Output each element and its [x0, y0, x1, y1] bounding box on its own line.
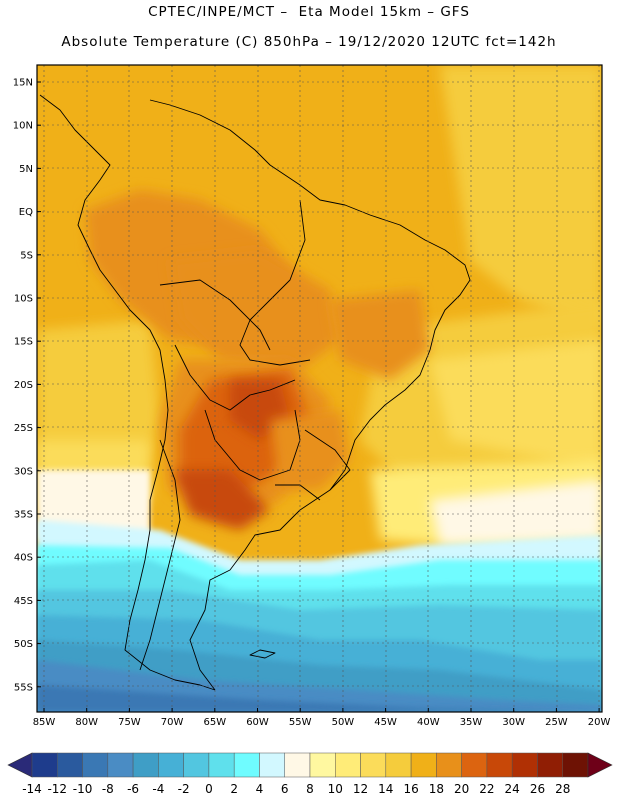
lat-label: 50S: [14, 639, 33, 650]
map-subtitle: Absolute Temperature (C) 850hPa – 19/12/…: [61, 34, 557, 50]
colorbar-swatch: [511, 752, 538, 778]
temperature-field: [37, 65, 602, 712]
colorbar-label: 4: [256, 782, 264, 796]
lat-label: 15S: [14, 337, 33, 348]
longitude-labels: 85W 80W 75W 70W 65W 60W 55W 50W 45W 40W 35W 30W 25W 2…: [33, 708, 611, 728]
colorbar-swatch: [158, 752, 184, 778]
lat-label: 10S: [14, 294, 33, 305]
graticule: [37, 65, 602, 712]
colorbar-swatch: [284, 752, 311, 778]
colorbar-label: -10: [73, 782, 93, 796]
lat-label: 35S: [14, 510, 33, 521]
colorbar-swatch: [360, 752, 387, 778]
lon-label: 70W: [161, 717, 184, 728]
latitude-labels: 15N 10N 5N EQ 5S 10S 15S 20S 25S 30S 35S 40S 45S 50S 5…: [13, 78, 41, 693]
lat-label: EQ: [19, 207, 33, 218]
lon-label: 35W: [460, 717, 483, 728]
colorbar-label: 2: [230, 782, 238, 796]
lat-label: 5S: [20, 250, 33, 261]
colorbar-label: 12: [353, 782, 368, 796]
colorbar-swatch: [233, 752, 260, 778]
colorbar: -14 -12 -10 -8 -6 -4 -2 0 2 4 6 8 10 12 14 16 18 20 22 24 26…: [7, 752, 613, 796]
lat-label: 30S: [14, 466, 33, 477]
lon-label: 55W: [289, 717, 312, 728]
lon-label: 85W: [33, 717, 56, 728]
map-frame: [36, 64, 603, 713]
colorbar-label: 26: [530, 782, 545, 796]
colorbar-label: 16: [403, 782, 418, 796]
colorbar-label: -2: [178, 782, 190, 796]
colorbar-label: 18: [429, 782, 444, 796]
lat-label: 10N: [13, 121, 33, 132]
colorbar-swatch: [461, 752, 488, 778]
lat-label: 20S: [14, 380, 33, 391]
lon-label: 25W: [545, 717, 568, 728]
colorbar-label: 24: [505, 782, 520, 796]
colorbar-low-arrow: [7, 752, 33, 778]
colorbar-swatch: [410, 752, 437, 778]
colorbar-swatch: [208, 752, 235, 778]
colorbar-swatch: [183, 752, 210, 778]
colorbar-swatch: [82, 752, 109, 778]
colorbar-label: 6: [281, 782, 289, 796]
colorbar-label: 28: [555, 782, 570, 796]
lat-label: 25S: [14, 423, 33, 434]
colorbar-swatch: [309, 752, 336, 778]
colorbar-high-arrow: [587, 752, 613, 778]
colorbar-swatch: [385, 752, 412, 778]
colorbar-swatch: [31, 752, 58, 778]
colorbar-swatch: [537, 752, 563, 778]
lat-label: 15N: [13, 78, 33, 89]
temperature-map: 15N 10N 5N EQ 5S 10S 15S 20S 25S 30S 35S 40S 45S 50S 5…: [13, 64, 611, 728]
colorbar-swatch: [57, 752, 83, 778]
colorbar-swatch: [107, 752, 134, 778]
lon-label: 20W: [588, 717, 611, 728]
lat-label: 5N: [19, 164, 33, 175]
lon-label: 45W: [374, 717, 397, 728]
colorbar-label: 20: [454, 782, 469, 796]
lat-label: 55S: [14, 682, 33, 693]
colorbar-label: -12: [47, 782, 67, 796]
lon-label: 65W: [203, 717, 226, 728]
lon-label: 80W: [75, 717, 98, 728]
lat-label: 45S: [14, 596, 33, 607]
colorbar-label: 8: [306, 782, 314, 796]
colorbar-swatch: [436, 752, 462, 778]
colorbar-swatch: [562, 752, 589, 778]
colorbar-labels: -14 -12 -10 -8 -6 -4 -2 0 2 4 6 8 10 12 14 16 18 20 22 24 26…: [22, 782, 570, 796]
coastlines: [39, 94, 471, 691]
lon-label: 75W: [118, 717, 141, 728]
lon-label: 30W: [502, 717, 525, 728]
colorbar-swatch: [335, 752, 361, 778]
colorbar-swatches: [7, 752, 613, 778]
colorbar-label: -6: [127, 782, 139, 796]
lon-label: 60W: [246, 717, 269, 728]
map-title: CPTEC/INPE/MCT – Eta Model 15km – GFS: [148, 4, 470, 20]
colorbar-label: 0: [205, 782, 213, 796]
colorbar-label: -4: [152, 782, 164, 796]
lat-label: 40S: [14, 553, 33, 564]
colorbar-label: 22: [479, 782, 494, 796]
colorbar-swatch: [259, 752, 285, 778]
colorbar-label: -14: [22, 782, 42, 796]
colorbar-label: 10: [328, 782, 343, 796]
colorbar-swatch: [486, 752, 513, 778]
colorbar-label: 14: [378, 782, 393, 796]
lon-label: 40W: [417, 717, 440, 728]
colorbar-swatch: [132, 752, 159, 778]
lon-label: 50W: [332, 717, 355, 728]
colorbar-label: -8: [102, 782, 114, 796]
